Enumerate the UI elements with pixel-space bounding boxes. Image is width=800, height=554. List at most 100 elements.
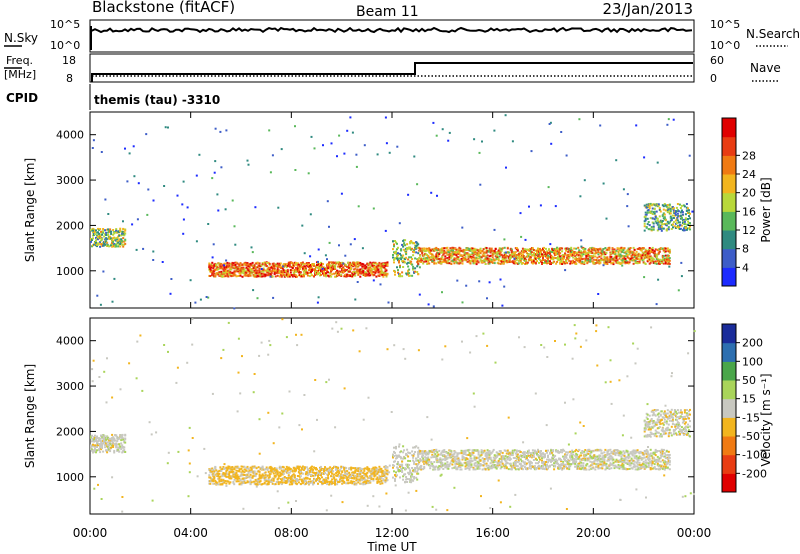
echo-cell [406, 243, 409, 246]
echo-cell [593, 247, 596, 250]
echo-cell [394, 479, 396, 482]
echo-cell [399, 275, 401, 278]
echo-cell [668, 265, 671, 268]
echo-cell [395, 445, 397, 448]
echo-cell [407, 261, 410, 264]
echo-cell [404, 457, 407, 460]
echo-cell [660, 225, 663, 228]
echo-cell [644, 248, 647, 251]
echo-cell [450, 256, 453, 259]
echo-cell [359, 262, 362, 264]
echo-cell [670, 224, 673, 226]
echo-cell [409, 274, 412, 277]
echo-cell [123, 449, 126, 452]
echo-cell [116, 236, 119, 239]
echo-cell [220, 266, 223, 269]
echo-cell [604, 253, 607, 256]
echo-cell [434, 249, 437, 252]
echo-cell [399, 266, 401, 269]
echo-cell [400, 450, 403, 453]
echo-cell [680, 210, 683, 212]
echo-cell [360, 272, 363, 275]
echo-cell [221, 475, 224, 478]
echo-cell [408, 467, 411, 470]
echo-cell [333, 272, 336, 275]
echo-cell [112, 444, 115, 447]
echo-cell [222, 268, 225, 271]
echo-cell [264, 474, 267, 477]
echo-cell [324, 472, 326, 475]
echo-cell [124, 229, 127, 232]
noise-tick-left-top: 10^5 [50, 18, 80, 31]
echo-cell [392, 456, 394, 459]
echo-cell [577, 258, 580, 261]
echo-cell [99, 303, 102, 306]
echo-cell [333, 476, 336, 479]
echo-cell [218, 271, 221, 274]
echo-cell [687, 223, 689, 226]
echo-cell [405, 253, 408, 256]
echo-cell [386, 479, 389, 482]
echo-cell [603, 255, 606, 258]
echo-cell [383, 263, 386, 266]
echo-cell [559, 248, 562, 251]
echo-cell [355, 476, 358, 479]
echo-cell [293, 263, 296, 266]
colorbar-tick-label: 20 [742, 187, 756, 200]
echo-cell [395, 241, 397, 244]
echo-cell [688, 211, 690, 214]
echo-cell [472, 254, 475, 257]
echo-cell [398, 261, 400, 264]
echo-cell [136, 218, 139, 221]
echo-cell [547, 260, 549, 263]
echo-cell [92, 443, 94, 446]
echo-cell [480, 256, 483, 259]
echo-cell [445, 251, 448, 254]
echo-cell [440, 262, 443, 265]
echo-cell [284, 470, 287, 473]
echo-cell [542, 257, 544, 259]
echo-cell [543, 249, 545, 252]
echo-cell [663, 216, 666, 219]
echo-cell [225, 470, 228, 472]
echo-cell [252, 466, 255, 469]
echo-cell [448, 131, 451, 134]
echo-cell [217, 273, 220, 276]
echo-cell [181, 203, 184, 206]
echo-cell [334, 264, 337, 267]
echo-cell [464, 255, 467, 258]
echo-cell [372, 478, 375, 480]
echo-cell [478, 257, 481, 260]
echo-cell [321, 476, 323, 479]
echo-cell [278, 465, 281, 468]
echo-cell [113, 449, 116, 452]
echo-cell [627, 225, 630, 228]
echo-cell [122, 438, 125, 441]
echo-cell [246, 159, 249, 162]
echo-cell [261, 466, 264, 469]
echo-cell [386, 273, 389, 276]
echo-cell [547, 254, 549, 257]
echo-cell [469, 253, 472, 256]
echo-cell [357, 272, 360, 275]
echo-cell [292, 479, 295, 482]
echo-cell [356, 478, 359, 481]
echo-cell [121, 243, 124, 246]
echo-cell [212, 478, 215, 481]
echo-cell [384, 472, 387, 475]
echo-cell [510, 248, 513, 251]
echo-cell [448, 256, 451, 259]
echo-cell [619, 253, 622, 256]
echo-cell [513, 252, 516, 255]
echo-cell [400, 457, 403, 460]
echo-cell [265, 262, 268, 264]
echo-cell [118, 437, 121, 440]
echo-cell [654, 261, 657, 264]
echo-cell [506, 261, 509, 264]
echo-cell [218, 480, 221, 483]
echo-cell [92, 237, 94, 240]
echo-cell [651, 259, 654, 262]
echo-cell [655, 262, 658, 265]
echo-cell [386, 262, 389, 265]
